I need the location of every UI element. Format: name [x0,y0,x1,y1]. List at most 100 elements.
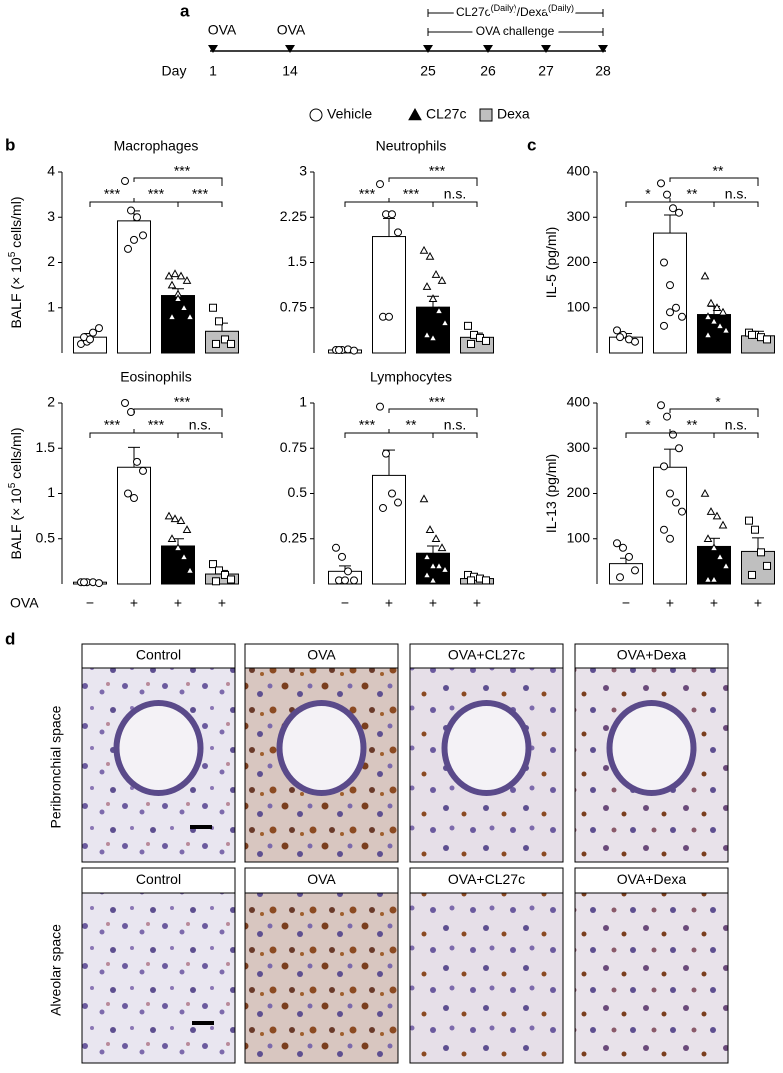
y-tick-label: 200 [567,484,591,500]
panel-label: d [5,629,15,648]
x-tick-label: − [86,595,94,611]
legend-label: Vehicle [327,106,372,122]
panel-label: b [5,135,15,154]
y-tick-label: 3 [47,208,55,224]
bracket [133,177,223,186]
data-point [95,579,103,588]
data-point [431,534,441,543]
data-point [675,208,683,217]
data-point [182,276,192,284]
y-tick-label: 400 [567,394,591,410]
y-tick-label: 1.5 [288,253,308,269]
significance-label: ** [713,163,724,179]
bar [653,232,687,354]
histology: Peribronchial space Alveolar space [48,705,64,1016]
event-label: OVA [208,22,237,38]
y-tick-label: 3 [299,163,307,179]
airway [441,700,532,796]
y-tick-label: 4 [47,163,55,179]
data-point [170,514,180,523]
data-point [482,336,490,345]
text: IL-13 (pg/ml) [543,454,559,533]
micrograph [574,892,729,1064]
x-tick-label: − [622,595,630,611]
text: (Daily) [491,3,517,13]
panel-title: OVA [307,871,336,887]
data-point [221,570,229,579]
data-point [422,552,432,561]
y-tick-label: 0.5 [288,484,308,500]
data-point [712,511,722,520]
data-point [227,575,235,584]
data-point [394,498,402,507]
data-point [344,567,352,576]
data-point [173,294,183,302]
x-tick-label: + [174,595,182,611]
row-label: Alveolar space [48,924,64,1016]
data-point [133,457,141,466]
y-tick-label: 300 [567,208,591,224]
panel-title: Control [136,647,181,663]
data-point [700,271,710,280]
data-point [613,326,621,335]
data-point [388,210,396,219]
x-tick-label: + [473,595,481,611]
data-point [703,534,713,543]
data-point [431,270,441,278]
significance-label: *** [148,417,165,433]
data-point [440,318,450,327]
data-point [437,543,447,552]
y-tick-label: 300 [567,439,591,455]
data-point [167,312,177,321]
significance-label: n.s. [444,186,467,202]
data-point [669,204,677,213]
micrograph [409,892,564,1064]
day-marker [285,45,295,53]
bracket [133,408,223,417]
significance-label: * [715,394,721,410]
panel-header [574,643,729,669]
data-point [678,312,686,321]
panel-title: OVA+Dexa [617,647,687,663]
data-point [139,231,147,240]
data-point [127,408,135,417]
data-point [385,312,393,321]
data-point [388,489,396,498]
data-point [338,552,346,561]
data-point [185,565,195,574]
significance-label: ** [687,417,698,433]
chart-title: Lymphocytes [370,369,452,385]
data-point [124,489,132,498]
bracket [344,429,478,438]
data-point [619,543,627,552]
data-point [167,534,177,543]
airway [606,700,697,796]
data-point [350,576,358,585]
legend-marker [479,108,493,122]
x-tick-label: + [429,595,437,611]
data-point [703,574,713,583]
y-tick-label: 200 [567,253,591,269]
airway [113,700,204,796]
data-point [379,503,387,512]
data-point [212,577,220,586]
data-point [616,333,624,342]
data-point [660,462,668,471]
panel-header [81,643,236,669]
text: 5 [7,251,18,257]
row-label: OVA [10,595,39,611]
data-point [185,312,195,321]
data-point [467,576,475,585]
data-point [434,306,444,315]
significance-label: *** [174,163,191,179]
significance-label: *** [359,417,376,433]
data-point [422,570,432,579]
significance-label: *** [359,186,376,202]
data-point [709,543,719,552]
significance-label: ** [406,417,417,433]
data-point [332,543,340,552]
day-marker [541,45,551,53]
data-point [663,412,671,421]
day-number: 25 [420,63,436,79]
panel-label: c [527,135,536,154]
